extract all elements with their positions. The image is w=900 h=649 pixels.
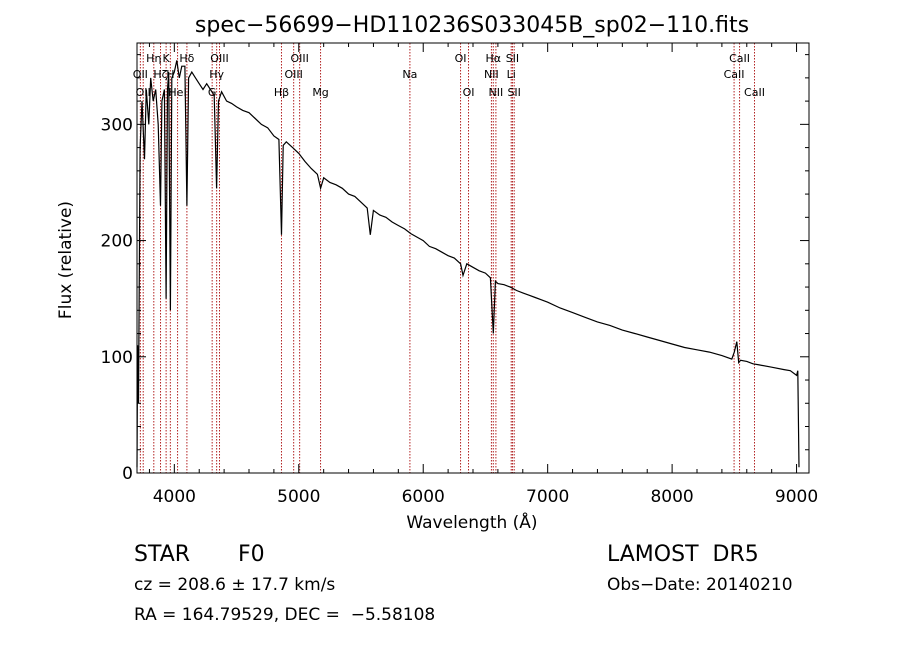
y-tick-label: 200 — [101, 232, 133, 252]
y-tick-label: 100 — [101, 348, 133, 368]
spectral-line-label: H — [166, 68, 174, 81]
spectral-line-label: HeI — [168, 86, 186, 99]
y-axis-label: Flux (relative) — [56, 201, 76, 319]
spectral-lines-layer — [139, 43, 755, 473]
x-tick-label: 4000 — [153, 487, 196, 507]
spectral-line-label: Hη — [146, 52, 161, 65]
spectral-line-label: OI — [463, 86, 475, 99]
spectrum-series-line — [136, 60, 800, 468]
spectral-line-label: Hβ — [274, 86, 289, 99]
spectral-line-label: Mg — [312, 86, 328, 99]
x-tick-label: 5000 — [277, 487, 320, 507]
spectral-line-label: SII — [507, 86, 520, 99]
redshift-cz: cz = 208.6 ± 17.7 km/s — [134, 575, 336, 595]
spectral-line-label: CaII — [744, 86, 765, 99]
spectral-line-label: OII — [136, 86, 151, 99]
spectral-line-label: OIII — [210, 52, 228, 65]
x-tick-label: 9000 — [775, 487, 818, 507]
object-class: STAR — [134, 542, 191, 567]
y-tick-label: 300 — [101, 115, 133, 135]
spectral-line-label: CaII — [729, 52, 750, 65]
ra-dec: RA = 164.79529, DEC = −5.58108 — [134, 605, 436, 625]
y-tick-label: 0 — [122, 464, 133, 484]
spectral-line-label: Hζ — [153, 68, 167, 81]
x-tick-label: 7000 — [526, 487, 569, 507]
spectral-line-label: Hα — [486, 52, 502, 65]
x-axis-label: Wavelength (Å) — [406, 511, 537, 533]
spectral-line-label: SII — [506, 52, 519, 65]
spectral-line-label: Li — [507, 68, 516, 81]
spectral-line-label: OI — [455, 52, 467, 65]
spectral-line-label: OIII — [284, 68, 302, 81]
object-subclass: F0 — [238, 542, 265, 567]
spectral-line-label: Hγ — [209, 68, 224, 81]
x-tick-label: 8000 — [650, 487, 693, 507]
spectral-line-label: CaII — [724, 68, 745, 81]
spectral-line-label: Hδ — [179, 52, 194, 65]
spectral-line-label: K — [163, 52, 171, 65]
x-tick-label: 6000 — [402, 487, 445, 507]
chart-title: spec−56699−HD110236S033045B_sp02−110.fit… — [195, 13, 749, 38]
survey-name: LAMOST DR5 — [607, 542, 759, 567]
observation-date: Obs−Date: 20140210 — [607, 575, 793, 595]
spectral-line-label: NII — [484, 68, 499, 81]
spectral-labels-layer: OIIOIIHηHζKHHeIHδGHγOIIIHβOIIIOIIIMgNaOI… — [133, 52, 765, 99]
spectral-line-label: OII — [133, 68, 148, 81]
axis-ticks-layer: 4000 5000 6000 7000 8000 9000 0 100 200 300 — [101, 43, 818, 507]
spectral-line-label: NII — [489, 86, 504, 99]
spectral-line-label: OIII — [290, 52, 308, 65]
spectral-line-label: Na — [402, 68, 417, 81]
